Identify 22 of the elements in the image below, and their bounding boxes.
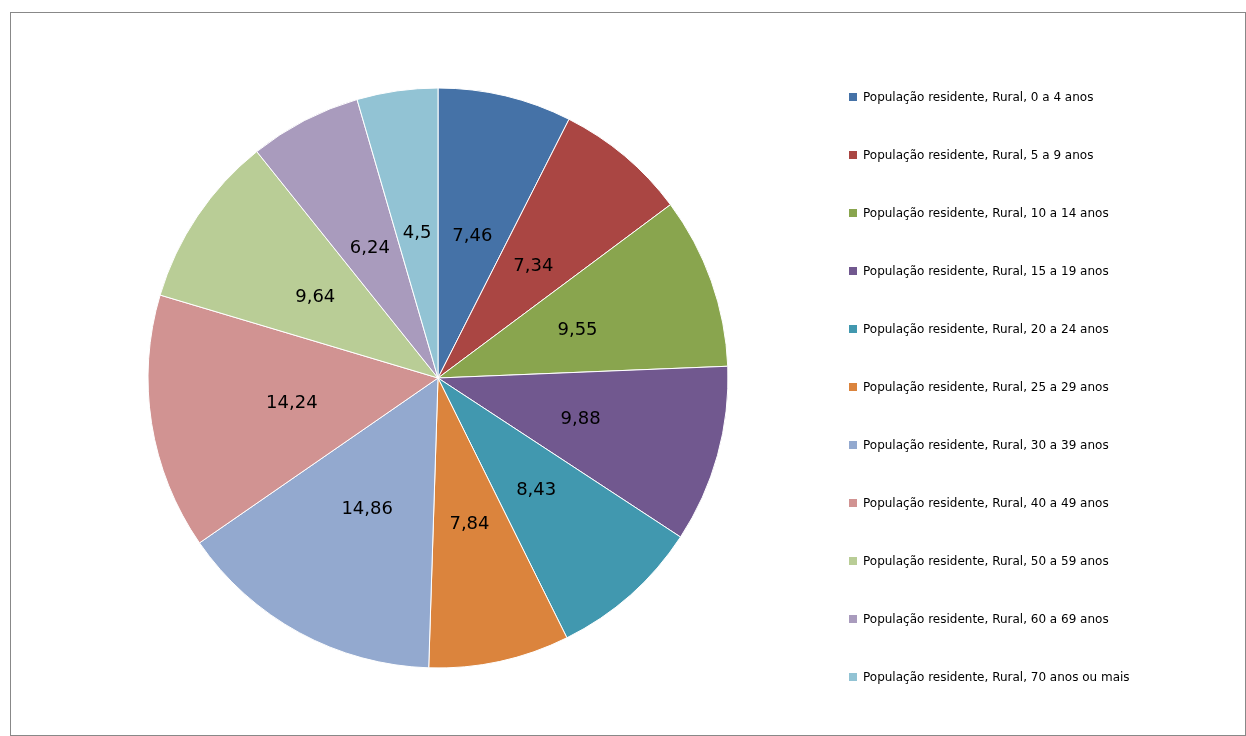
data-label: 8,43: [516, 478, 557, 500]
data-label: 14,86: [341, 497, 393, 519]
data-label: 7,34: [513, 254, 554, 276]
legend-label: População residente, Rural, 40 a 49 anos: [863, 496, 1109, 510]
data-label: 14,24: [266, 390, 318, 412]
legend-label: População residente, Rural, 15 a 19 anos: [863, 264, 1109, 278]
data-label: 6,24: [349, 236, 390, 258]
legend-label: População residente, Rural, 60 a 69 anos: [863, 612, 1109, 626]
legend-label: População residente, Rural, 30 a 39 anos: [863, 438, 1109, 452]
legend-label: População residente, Rural, 50 a 59 anos: [863, 554, 1109, 568]
legend-label: População residente, Rural, 10 a 14 anos: [863, 206, 1109, 220]
legend-label: População residente, Rural, 5 a 9 anos: [863, 148, 1094, 162]
data-label: 4,5: [402, 220, 432, 242]
data-label: 9,64: [295, 284, 336, 306]
data-label: 7,46: [452, 223, 493, 245]
legend-label: População residente, Rural, 0 a 4 anos: [863, 90, 1094, 104]
legend-label: População residente, Rural, 25 a 29 anos: [863, 380, 1109, 394]
data-label: 7,84: [449, 512, 490, 534]
data-label: 9,55: [557, 318, 598, 340]
data-label: 9,88: [560, 406, 601, 428]
legend-label: População residente, Rural, 70 anos ou mais: [863, 670, 1130, 684]
legend-label: População residente, Rural, 20 a 24 anos: [863, 322, 1109, 336]
